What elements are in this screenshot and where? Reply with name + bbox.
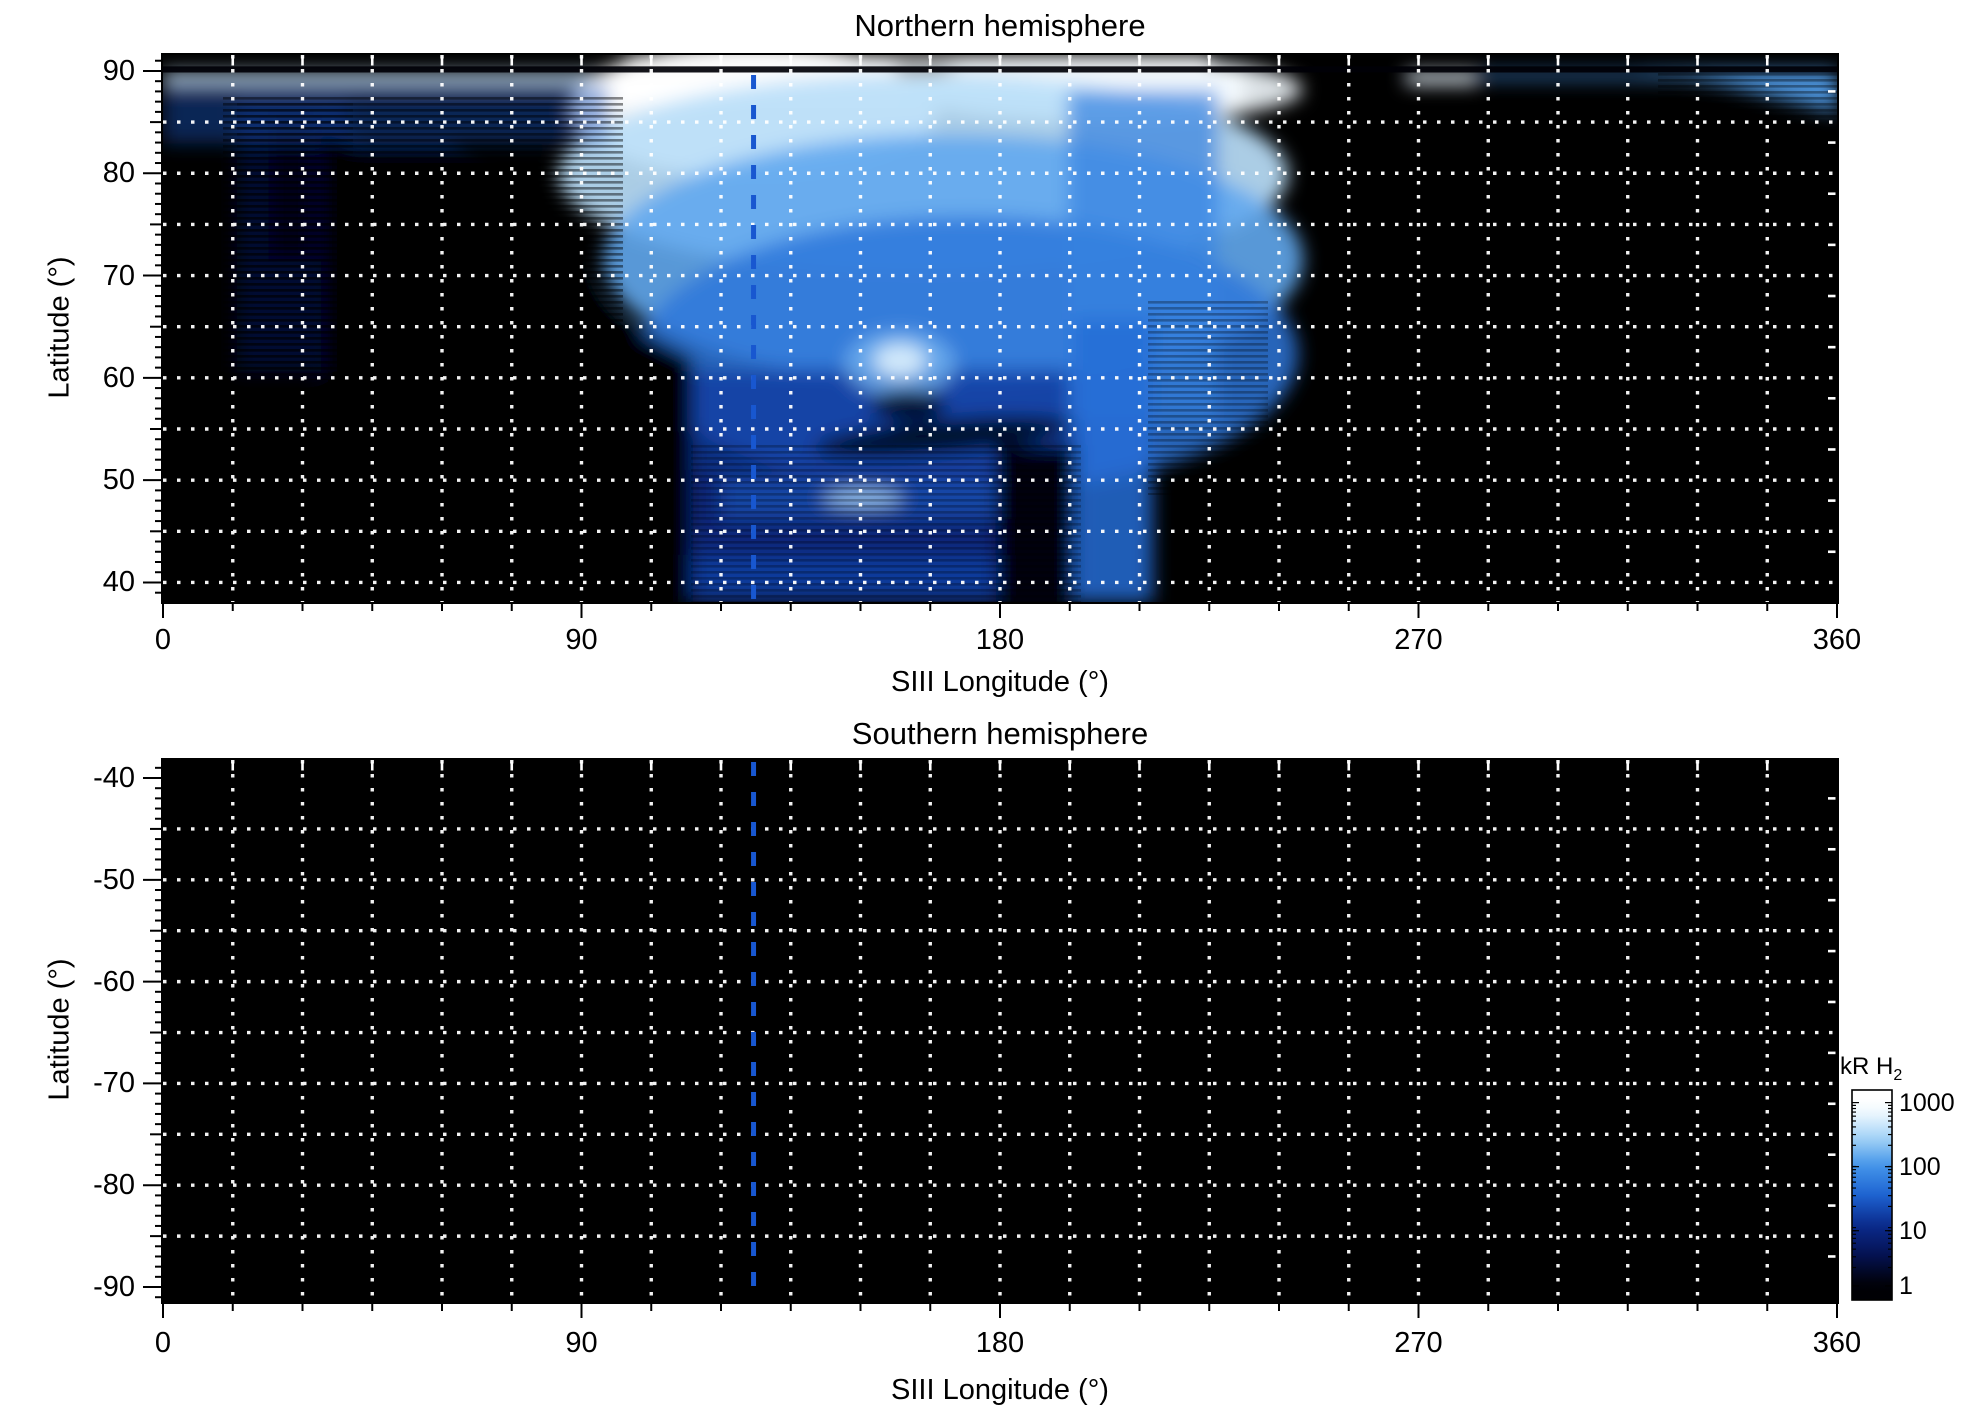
colorbar-title-subscript: 2 [1893,1066,1903,1084]
feature-bright-spot-core [873,344,927,377]
south-title: Southern hemisphere [851,716,1149,751]
south-ytick--60: -60 [93,965,135,998]
south-xtick-360: 360 [1812,1327,1862,1359]
north-xtick-360: 360 [1812,624,1862,656]
south-ytick--80: -80 [93,1169,135,1202]
colorbar-tick-100: 100 [1899,1152,1941,1181]
feature-top-right-white-patch [1406,71,1478,85]
south-ytick--70: -70 [93,1067,135,1100]
colorbar [1851,1089,1893,1301]
north-ytick-90: 90 [102,54,135,87]
north-xtick-180: 180 [975,624,1025,656]
south-ytick--90: -90 [93,1271,135,1304]
north-xtick-270: 270 [1394,624,1443,656]
colorbar-tick-10: 10 [1899,1216,1927,1245]
feature-above-90-white [628,55,1211,66]
north-ytick-70: 70 [102,259,135,292]
colorbar-title-text: kR H [1840,1053,1894,1080]
colorbar-tick-1: 1 [1899,1271,1913,1300]
south-xtick-0: 0 [154,1327,172,1359]
feature-dark-blob [870,390,947,421]
feature-right-column [1073,319,1153,602]
north-ytick-80: 80 [102,157,135,190]
south-ytick--40: -40 [93,762,135,795]
north-title: Northern hemisphere [854,8,1146,43]
north-xlabel: SIII Longitude (°) [891,666,1109,698]
north-xtick-90: 90 [565,624,598,656]
south-xtick-180: 180 [975,1327,1025,1359]
colorbar-tick-1000: 1000 [1899,1088,1955,1117]
south-xlabel: SIII Longitude (°) [891,1374,1109,1406]
north-xtick-0: 0 [154,624,172,656]
colorbar-title: kR H2 [1840,1053,1902,1085]
south-xtick-90: 90 [565,1327,598,1359]
north-ytick-40: 40 [102,566,135,599]
feature-top-right-thin-band [1405,71,1837,80]
south-heatmap [163,760,1837,1302]
north-ytick-50: 50 [102,464,135,497]
south-ytick--50: -50 [93,863,135,896]
north-ytick-60: 60 [102,361,135,394]
north-heatmap [163,55,1837,602]
south-xtick-270: 270 [1394,1327,1443,1359]
